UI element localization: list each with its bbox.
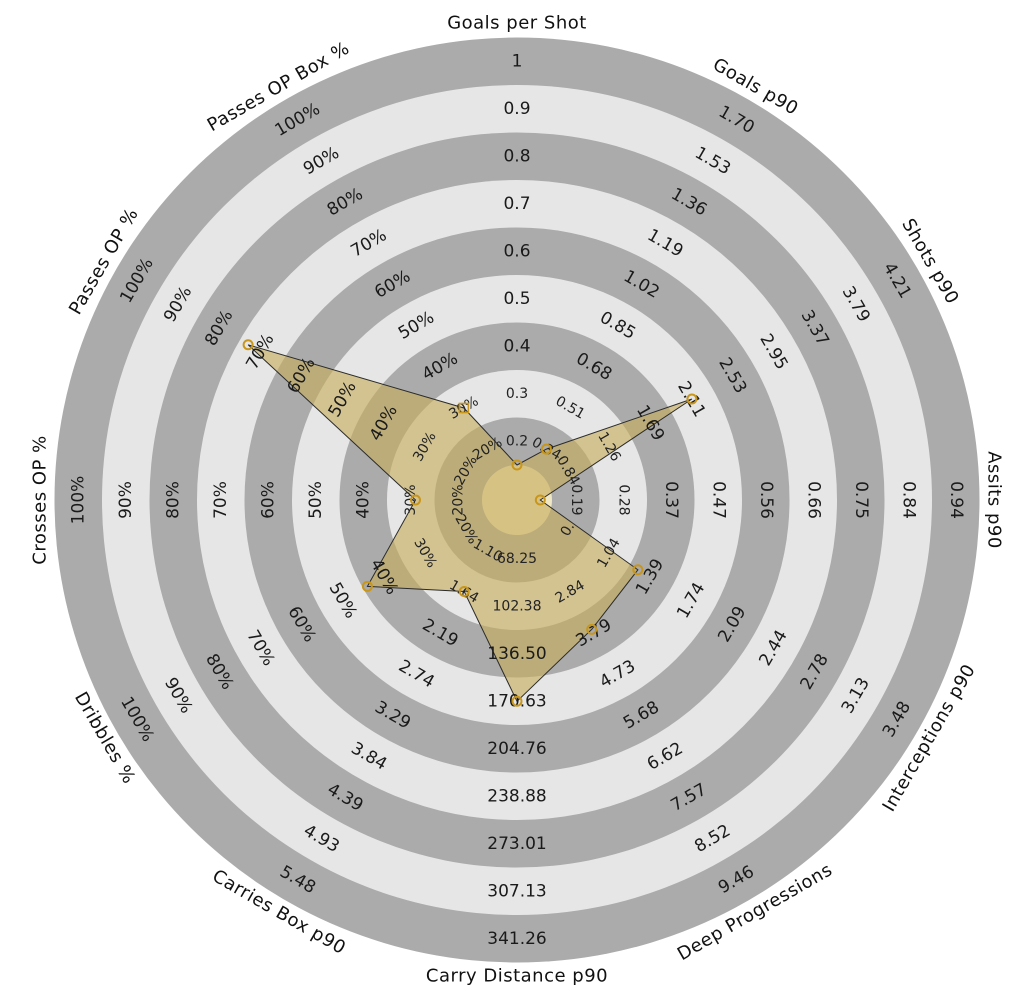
tick-label: 0.6 (503, 241, 530, 261)
tick-label: 238.88 (487, 786, 546, 806)
data-polygon (247, 344, 693, 703)
data-point (511, 459, 523, 471)
tick-label: 0.2 (506, 433, 528, 449)
tick-label: 136.50 (487, 644, 546, 664)
tick-label: 0.56 (756, 481, 776, 519)
data-point (534, 494, 546, 506)
tick-label: 0.3 (506, 386, 528, 402)
data-point (511, 695, 523, 707)
data-point (632, 564, 644, 576)
tick-label: 170.63 (487, 691, 546, 711)
tick-label: 80% (163, 481, 183, 519)
data-markers (242, 339, 698, 707)
tick-label: 1 (512, 51, 523, 71)
tick-label: 90% (116, 481, 136, 519)
parameter-label: Assits p90 (984, 451, 1005, 549)
tick-label: 0.66 (803, 481, 823, 519)
tick-label: 0.5 (503, 289, 530, 309)
data-point (586, 623, 598, 635)
data-point (242, 339, 254, 351)
tick-label: 0.37 (661, 481, 681, 519)
tick-label: 102.38 (493, 598, 542, 614)
tick-label: 100% (68, 476, 88, 525)
data-point (410, 494, 421, 506)
tick-label: 307.13 (487, 881, 546, 901)
data-point-square (458, 402, 470, 414)
data-point (686, 393, 698, 405)
tick-label: 0.9 (503, 99, 530, 119)
tick-label: 341.26 (487, 929, 546, 949)
tick-label: 0.4 (503, 336, 530, 356)
tick-label: 0.19 (568, 484, 584, 515)
tick-label: 0.75 (851, 481, 871, 519)
tick-label: 20% (450, 484, 466, 515)
tick-label: 70% (211, 481, 231, 519)
data-point (540, 443, 552, 455)
tick-label: 0.8 (503, 146, 530, 166)
tick-label: 0.84 (898, 481, 918, 519)
tick-label: 0.47 (708, 481, 728, 519)
tick-label: 60% (258, 481, 278, 519)
data-point (361, 580, 373, 592)
tick-label: 40% (353, 481, 373, 519)
parameter-label: Goals per Shot (447, 13, 587, 34)
parameter-label: Carry Distance p90 (426, 966, 608, 987)
data-point (458, 585, 470, 597)
tick-label: 0.94 (946, 481, 966, 519)
tick-label: 0.28 (615, 484, 631, 515)
tick-label: 50% (306, 481, 326, 519)
tick-label: 273.01 (487, 834, 546, 854)
data-polygon-group (247, 344, 693, 703)
tick-label: 0.7 (503, 194, 530, 214)
tick-label: 204.76 (487, 739, 546, 759)
tick-label: 68.25 (497, 551, 537, 567)
parameter-label: Crosses OP % (30, 435, 51, 564)
